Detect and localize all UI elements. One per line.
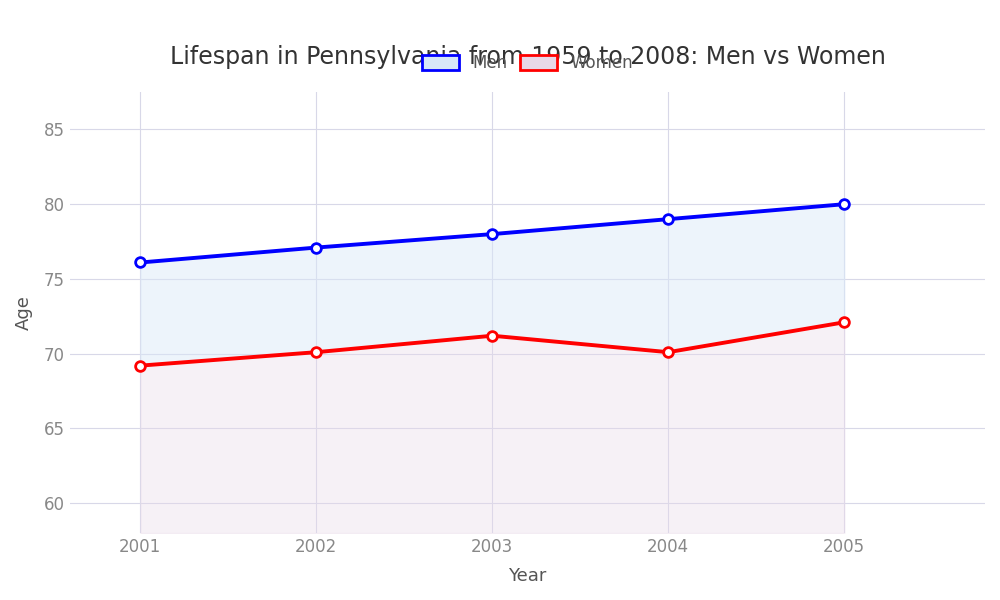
Y-axis label: Age: Age bbox=[15, 295, 33, 330]
Title: Lifespan in Pennsylvania from 1959 to 2008: Men vs Women: Lifespan in Pennsylvania from 1959 to 20… bbox=[170, 46, 885, 70]
X-axis label: Year: Year bbox=[508, 567, 547, 585]
Legend: Men, Women: Men, Women bbox=[415, 47, 640, 79]
